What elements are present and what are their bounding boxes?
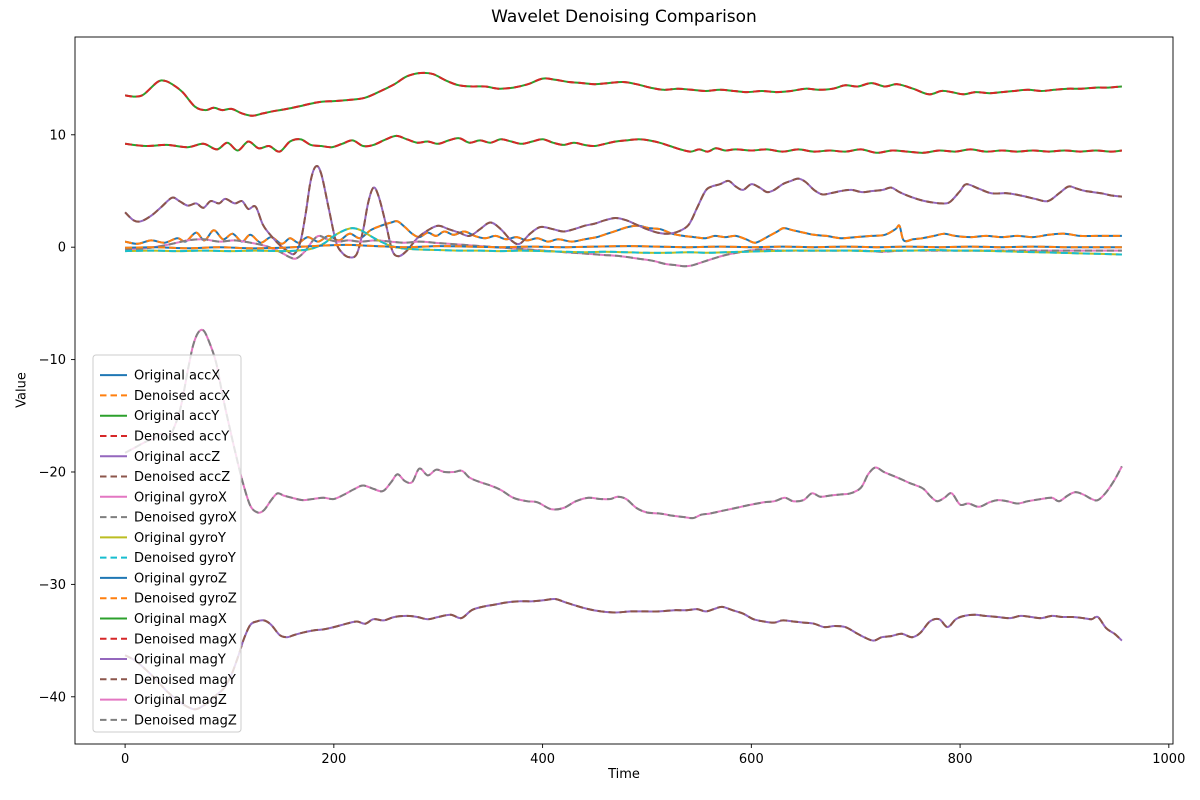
legend-label: Denoised gyroY bbox=[134, 551, 236, 566]
legend-item: Denoised magY bbox=[100, 673, 236, 688]
series-original-magZ bbox=[124, 328, 1123, 520]
y-tick-label: −30 bbox=[39, 578, 66, 593]
x-axis-label: Time bbox=[608, 767, 640, 782]
legend-item: Original gyroZ bbox=[100, 571, 227, 586]
legend-item: Denoised gyroZ bbox=[100, 592, 237, 607]
legend-label: Denoised magZ bbox=[134, 713, 237, 728]
legend-label: Original accY bbox=[134, 409, 219, 424]
legend: Original accX Denoised accX Original accY D… bbox=[92, 354, 242, 733]
legend-item: Original accY bbox=[100, 409, 219, 424]
legend-label: Original accZ bbox=[134, 450, 220, 465]
legend-item: Denoised accY bbox=[100, 429, 229, 444]
legend-item: Original gyroY bbox=[100, 531, 226, 546]
legend-item: Original accZ bbox=[100, 450, 220, 465]
legend-label: Original magX bbox=[134, 612, 227, 627]
legend-label: Denoised magY bbox=[134, 673, 236, 688]
legend-label: Original accX bbox=[134, 369, 220, 384]
y-tick-label: 0 bbox=[58, 241, 66, 256]
series-denoised-accX bbox=[124, 220, 1122, 245]
y-tick-label: 10 bbox=[49, 128, 66, 143]
legend-label: Denoised accY bbox=[134, 429, 229, 444]
x-tick-label: 600 bbox=[739, 752, 764, 767]
series-denoised-magY bbox=[124, 597, 1123, 711]
legend-label: Denoised gyroZ bbox=[134, 592, 237, 607]
series-denoised-magX bbox=[124, 71, 1122, 117]
legend-item: Original accX bbox=[100, 369, 220, 384]
y-axis-label: Value bbox=[14, 372, 30, 408]
legend-label: Denoised magX bbox=[134, 632, 237, 647]
legend-item: Original gyroX bbox=[100, 490, 227, 505]
series-original-magX bbox=[124, 71, 1122, 117]
x-tick-label: 800 bbox=[948, 752, 973, 767]
x-tick-label: 400 bbox=[530, 752, 555, 767]
series-denoised-magZ bbox=[124, 328, 1123, 520]
chart-title: Wavelet Denoising Comparison bbox=[491, 7, 757, 27]
legend-label: Denoised gyroX bbox=[134, 511, 237, 526]
x-tick-label: 1000 bbox=[1152, 752, 1185, 767]
series-denoised-accZ bbox=[124, 165, 1123, 259]
series-denoised-accY bbox=[124, 134, 1123, 154]
legend-label: Original magY bbox=[134, 653, 226, 668]
legend-label: Original gyroY bbox=[134, 531, 226, 546]
legend-item: Denoised magX bbox=[100, 632, 237, 647]
x-tick-label: 200 bbox=[321, 752, 346, 767]
legend-label: Denoised accZ bbox=[134, 470, 230, 485]
legend-label: Denoised accX bbox=[134, 389, 230, 404]
legend-item: Original magZ bbox=[100, 693, 227, 708]
series-group bbox=[124, 71, 1123, 711]
y-tick-label: −10 bbox=[39, 353, 66, 368]
legend-item: Denoised magZ bbox=[100, 713, 237, 728]
y-tick-label: −40 bbox=[39, 690, 66, 705]
legend-label: Original gyroZ bbox=[134, 571, 227, 586]
legend-frame bbox=[92, 354, 242, 733]
legend-item: Original magY bbox=[100, 653, 226, 668]
legend-label: Original gyroX bbox=[134, 490, 227, 505]
series-original-accZ bbox=[124, 165, 1123, 259]
legend-item: Denoised accX bbox=[100, 389, 230, 404]
axes-frame bbox=[74, 36, 1174, 745]
y-tick-label: −20 bbox=[39, 465, 66, 480]
series-denoised-gyroY bbox=[125, 227, 1122, 256]
legend-item: Denoised accZ bbox=[100, 470, 230, 485]
legend-item: Denoised gyroX bbox=[100, 511, 237, 526]
legend-label: Original magZ bbox=[134, 693, 227, 708]
series-denoised-gyroZ bbox=[125, 243, 1122, 250]
legend-item: Original magX bbox=[100, 612, 227, 627]
x-tick-label: 0 bbox=[121, 752, 129, 767]
legend-item: Denoised gyroY bbox=[100, 551, 236, 566]
